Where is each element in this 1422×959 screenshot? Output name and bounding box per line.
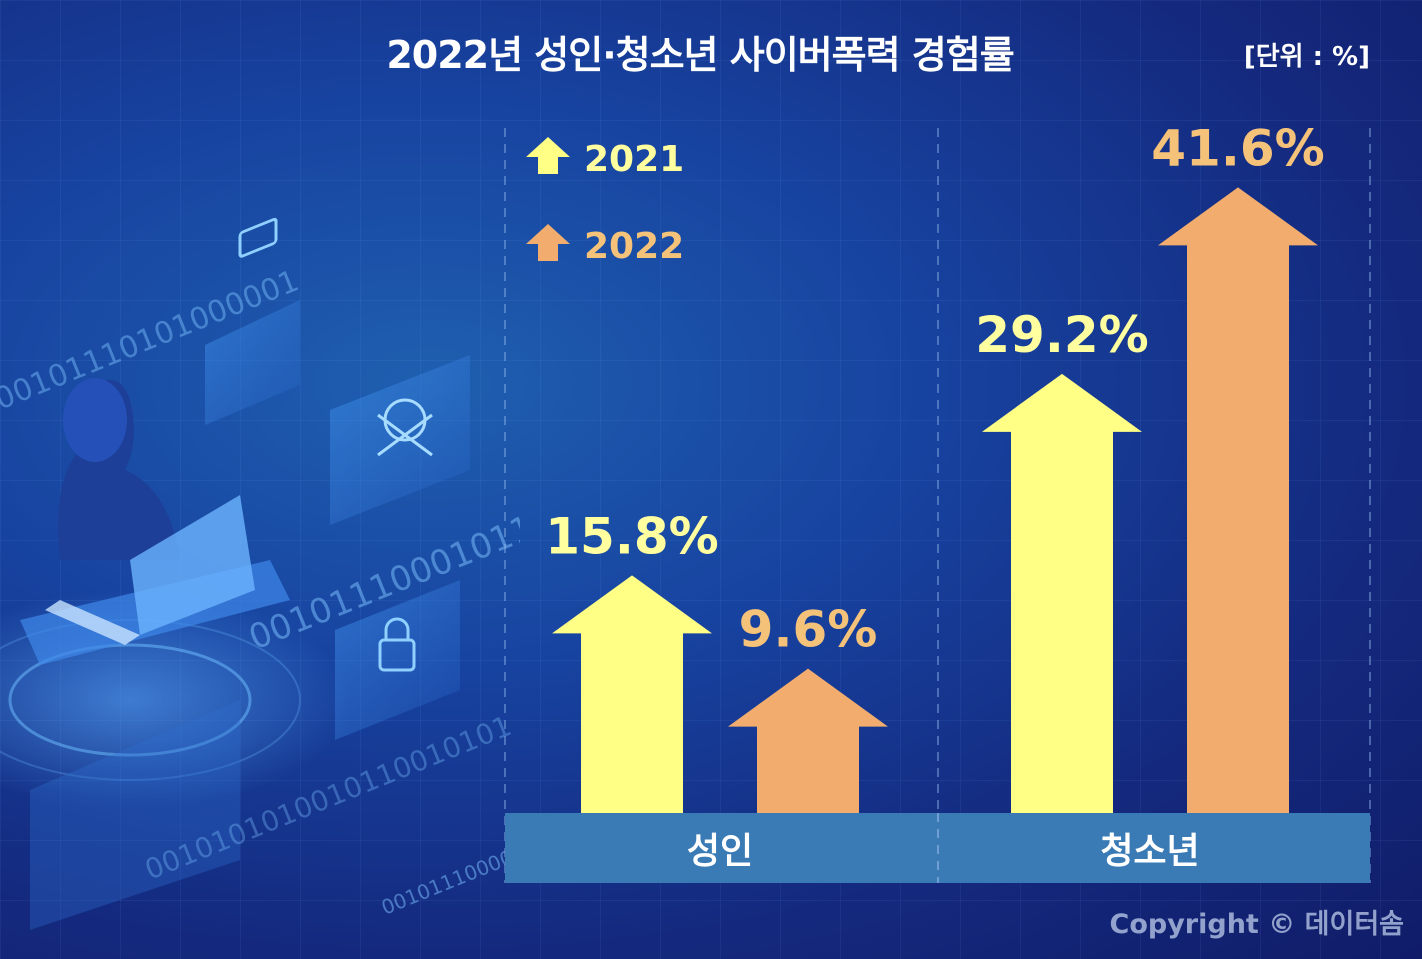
arrow-bar (728, 668, 888, 813)
hacker-illustration: 00101110101000001 0010111000101110101 00… (0, 217, 520, 930)
category-label: 성인 (687, 831, 753, 872)
skull-icon-panel (330, 355, 470, 525)
data-label: 41.6% (1151, 119, 1324, 177)
legend-swatch-arrow (526, 224, 570, 261)
data-label: 9.6% (739, 601, 878, 659)
unit-label: [단위 : %] (1243, 42, 1370, 72)
arrow-bar (552, 575, 712, 813)
legend-label: 2022 (584, 226, 684, 267)
category-label: 청소년 (1100, 831, 1199, 872)
arrow-bar (1158, 187, 1318, 813)
legend-label: 2021 (584, 139, 684, 180)
data-label: 29.2% (975, 306, 1148, 364)
arrow-bar (982, 373, 1142, 813)
chart-title: 2022년 성인·청소년 사이버폭력 경험률 (386, 33, 1014, 77)
lock-icon-panel (335, 580, 460, 740)
copyright-text: Copyright © 데이터솜 (1109, 909, 1404, 940)
legend-swatch-arrow (526, 137, 570, 174)
data-label: 15.8% (545, 507, 718, 565)
card-icon-panel (205, 217, 300, 425)
